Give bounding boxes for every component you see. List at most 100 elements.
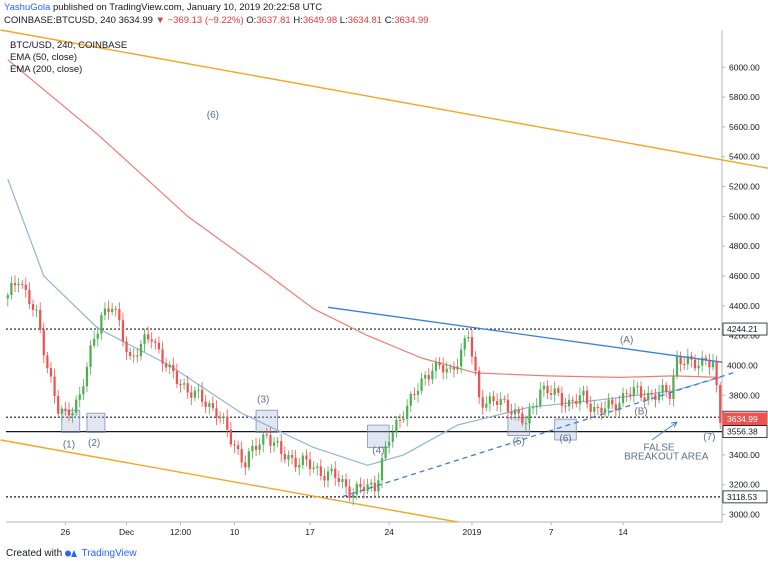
tradingview-logo-icon (64, 549, 79, 558)
candle-body (186, 383, 189, 393)
candle-body (247, 451, 250, 468)
candle-body (49, 367, 53, 377)
candle-body (406, 405, 409, 420)
candle-body (427, 375, 430, 380)
candle-body (218, 417, 222, 419)
price-tag-label: 3118.53 (727, 492, 757, 502)
candle-body (575, 401, 578, 404)
candle-body (17, 283, 20, 286)
candle-body (553, 388, 556, 395)
candle-body (312, 467, 315, 470)
candle-body (485, 403, 488, 408)
candle-body (697, 365, 700, 369)
highlight-box (554, 418, 577, 441)
candle-body (701, 357, 704, 366)
candle-body (539, 389, 542, 406)
candle-body (352, 494, 355, 498)
high-label: H: (293, 15, 303, 26)
candle-body (121, 320, 125, 342)
candle-body (442, 365, 445, 373)
candle-body (384, 445, 387, 459)
candle-body (355, 484, 358, 495)
author-link[interactable]: YashuGola (4, 2, 51, 13)
y-tick-label: 5000.00 (729, 211, 760, 221)
y-tick-label: 3800.00 (729, 390, 760, 400)
down-arrow-icon: ▼ (155, 15, 165, 26)
candle-body (708, 359, 711, 368)
candle-body (704, 357, 707, 360)
candle-body (179, 383, 182, 385)
candle-body (632, 387, 635, 396)
candle-body (150, 339, 153, 342)
y-tick-label: 5400.00 (729, 152, 760, 162)
candle-body (621, 393, 625, 404)
candle-body (686, 356, 689, 365)
candle-body (528, 408, 531, 424)
support-trendline (342, 364, 757, 498)
candle-body (463, 338, 466, 350)
candle-body (636, 386, 639, 388)
candle-body (6, 295, 9, 299)
candle-body (42, 329, 45, 356)
candle-body (341, 479, 344, 482)
candle-body (262, 434, 265, 445)
y-tick-label: 4200.00 (729, 331, 760, 341)
candle-body (478, 370, 481, 398)
y-tick-label: 3200.00 (729, 480, 760, 490)
candle-body (639, 386, 643, 398)
candle-body (589, 403, 592, 412)
candle-body (344, 479, 348, 487)
candle-body (618, 403, 621, 411)
candle-body (629, 394, 632, 396)
candle-body (398, 419, 402, 421)
footer-brand[interactable]: TradingView (81, 548, 137, 559)
y-tick-label: 4400.00 (729, 301, 760, 311)
chart-annotation: (4) (372, 445, 384, 456)
published-text: published on TradingView.com, January 10… (52, 2, 323, 13)
candle-body (265, 434, 268, 436)
candle-body (542, 385, 546, 390)
candle-body (334, 468, 337, 478)
chart-legend: BTC/USD, 240, COINBASE EMA (50, close) E… (10, 40, 127, 76)
breakout-arrow-line (651, 421, 678, 441)
candle-body (204, 401, 207, 407)
candle-body (517, 409, 520, 414)
y-tick-label: 5800.00 (729, 92, 760, 102)
candle-body (240, 449, 243, 463)
candle-body (470, 337, 474, 357)
candle-body (161, 349, 164, 364)
chart-annotation: (5) (513, 436, 525, 447)
y-tick-label: 4600.00 (729, 271, 760, 281)
candle-body (157, 342, 161, 350)
candle-body (89, 345, 92, 367)
candle-body (114, 308, 117, 310)
candle-body (467, 337, 470, 339)
legend-ema50: EMA (50, close) (10, 52, 78, 63)
candle-body (215, 408, 218, 418)
y-tick-label: 5200.00 (729, 182, 760, 192)
candle-body (611, 399, 614, 405)
candle-body (366, 484, 369, 492)
chart-annotation: BREAKOUT AREA (624, 451, 709, 462)
x-tick-label: Dec (119, 527, 135, 537)
low-label: L: (339, 15, 348, 26)
candle-body (496, 401, 499, 405)
highlight-box (61, 409, 81, 433)
candle-body (514, 409, 517, 415)
highlight-box (86, 412, 106, 433)
y-tick-label: 4800.00 (729, 241, 760, 251)
candle-body (395, 419, 398, 433)
candle-body (60, 408, 63, 414)
candle-body (301, 455, 304, 465)
candle-body (46, 355, 49, 368)
open-value: 3637.81 (256, 15, 291, 26)
candle-body (452, 367, 456, 370)
candle-body (280, 441, 283, 454)
chart-annotation: (B) (634, 407, 647, 418)
chart-annotation: (2) (88, 438, 100, 449)
x-tick-label: 10 (230, 527, 240, 537)
publish-line: YashuGola published on TradingView.com, … (4, 2, 322, 13)
candle-body (474, 356, 477, 371)
candle-body (657, 392, 661, 401)
